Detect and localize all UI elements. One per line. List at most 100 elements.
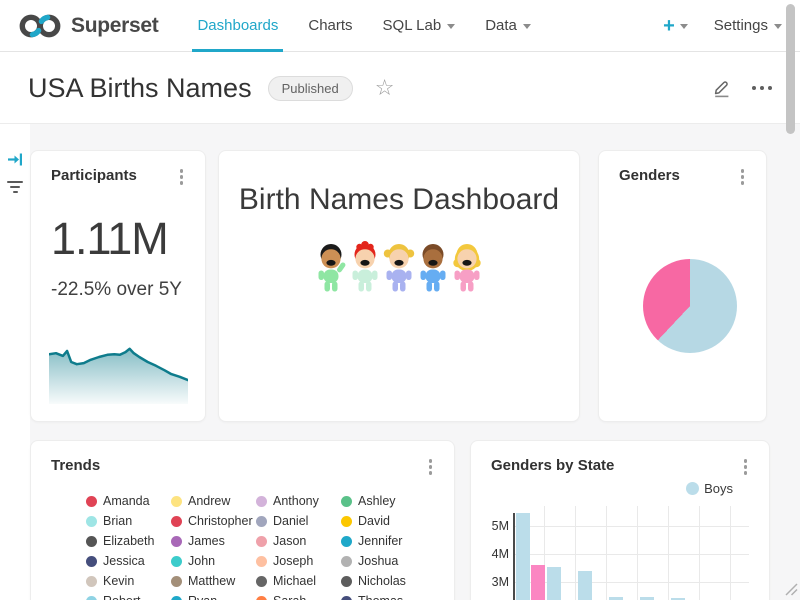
new-button[interactable]: + xyxy=(663,16,688,36)
legend-label: Brian xyxy=(103,514,133,528)
nav-item-charts[interactable]: Charts xyxy=(293,0,367,52)
legend-dot xyxy=(256,555,267,567)
nav-item-dashboards[interactable]: Dashboards xyxy=(182,0,293,52)
bar-boys-2 xyxy=(578,571,592,600)
nav-item-label: Data xyxy=(485,17,517,34)
legend-dot xyxy=(171,515,182,527)
gridline xyxy=(606,506,607,600)
legend-item-nicholas[interactable]: Nicholas xyxy=(341,571,426,591)
legend-item-andrew[interactable]: Andrew xyxy=(171,491,256,511)
legend-label: Michael xyxy=(273,574,317,588)
expand-filters-icon[interactable] xyxy=(7,152,23,172)
kebab-menu-icon[interactable] xyxy=(178,167,186,187)
legend-item-james[interactable]: James xyxy=(171,531,256,551)
legend-item-joshua[interactable]: Joshua xyxy=(341,551,426,571)
infinity-logo-icon xyxy=(19,14,61,37)
legend-item-robert[interactable]: Robert xyxy=(86,591,171,600)
legend-label: Joseph xyxy=(273,554,314,568)
gridline xyxy=(637,506,638,600)
bar-boys-0 xyxy=(516,513,530,600)
legend-item-jennifer[interactable]: Jennifer xyxy=(341,531,426,551)
legend-label: Robert xyxy=(103,594,141,600)
legend-dot xyxy=(256,535,267,547)
y-axis-line xyxy=(513,513,515,600)
resize-handle-icon[interactable] xyxy=(782,580,798,600)
legend-item-kevin[interactable]: Kevin xyxy=(86,571,171,591)
superset-logo[interactable]: Superset xyxy=(18,12,159,40)
legend-item-daniel[interactable]: Daniel xyxy=(256,511,341,531)
y-tick-label: 3M xyxy=(491,575,509,589)
card-genders-by-state: Genders by State Boys 5M 4M 3M xyxy=(470,440,770,600)
favorite-star-icon[interactable]: ☆ xyxy=(374,75,395,100)
gridline xyxy=(544,506,545,600)
legend-item-ashley[interactable]: Ashley xyxy=(341,491,426,511)
card-markdown: Birth Names Dashboard xyxy=(218,150,580,422)
legend-dot xyxy=(256,495,267,507)
legend-dot xyxy=(171,575,182,587)
participants-sparkline xyxy=(47,346,190,406)
gridline xyxy=(513,554,749,555)
legend-item-thomas[interactable]: Thomas xyxy=(341,591,426,600)
legend-item-sarah[interactable]: Sarah xyxy=(256,591,341,600)
legend-item-amanda[interactable]: Amanda xyxy=(86,491,171,511)
y-tick-label: 4M xyxy=(491,547,509,561)
legend-dot xyxy=(171,595,182,600)
status-badge[interactable]: Published xyxy=(267,75,353,101)
nav-item-data[interactable]: Data xyxy=(470,0,546,52)
legend-dot xyxy=(86,495,97,507)
legend-item-matthew[interactable]: Matthew xyxy=(171,571,256,591)
legend-item-michael[interactable]: Michael xyxy=(256,571,341,591)
legend-label: Jessica xyxy=(103,554,145,568)
card-genders: Genders xyxy=(598,150,767,422)
kebab-menu-icon[interactable] xyxy=(742,457,750,477)
big-number-subheader: -22.5% over 5Y xyxy=(51,279,182,300)
legend-dot xyxy=(341,495,352,507)
legend-item-elizabeth[interactable]: Elizabeth xyxy=(86,531,171,551)
gridline xyxy=(575,506,576,600)
edit-pencil-icon[interactable] xyxy=(712,78,732,98)
dashboard-header: USA Births Names Published ☆ xyxy=(0,53,800,124)
card-title: Genders by State xyxy=(491,457,615,474)
filter-panel-collapsed xyxy=(0,124,30,600)
legend-dot xyxy=(341,555,352,567)
legend-label: Joshua xyxy=(358,554,399,568)
kebab-menu-icon[interactable] xyxy=(427,457,435,477)
gridline xyxy=(730,506,731,600)
legend-item-jason[interactable]: Jason xyxy=(256,531,341,551)
card-title: Genders xyxy=(619,167,680,184)
y-tick-label: 5M xyxy=(491,519,509,533)
legend-item-john[interactable]: John xyxy=(171,551,256,571)
nav-item-sql-lab[interactable]: SQL Lab xyxy=(368,0,471,52)
card-trends: Trends Amanda Andrew Anthony Ashley Brian Chr… xyxy=(30,440,455,600)
legend-dot xyxy=(171,535,182,547)
legend-label: Anthony xyxy=(273,494,319,508)
legend-item-david[interactable]: David xyxy=(341,511,426,531)
legend-dot xyxy=(86,595,97,600)
kids-illustration xyxy=(313,241,485,298)
caret-down-icon xyxy=(522,24,531,29)
markdown-heading: Birth Names Dashboard xyxy=(238,183,560,216)
legend-item-christopher[interactable]: Christopher xyxy=(171,511,256,531)
legend-label: Ryan xyxy=(188,594,217,600)
legend-item-anthony[interactable]: Anthony xyxy=(256,491,341,511)
kebab-menu-icon[interactable] xyxy=(739,167,747,187)
more-menu-button[interactable] xyxy=(752,86,772,90)
plus-icon: + xyxy=(663,14,675,37)
card-title: Participants xyxy=(51,167,137,184)
legend-label: John xyxy=(188,554,216,568)
legend-label: Nicholas xyxy=(358,574,406,588)
legend-dot xyxy=(341,515,352,527)
legend-dot xyxy=(171,555,182,567)
legend-item-ryan[interactable]: Ryan xyxy=(171,591,256,600)
legend-item-boys[interactable]: Boys xyxy=(686,481,733,496)
legend-item-jessica[interactable]: Jessica xyxy=(86,551,171,571)
scrollbar-thumb[interactable] xyxy=(786,4,795,134)
nav-item-label: SQL Lab xyxy=(382,17,442,34)
filter-icon[interactable] xyxy=(7,181,23,193)
trends-legend: Amanda Andrew Anthony Ashley Brian Christophe… xyxy=(86,491,426,600)
legend-item-brian[interactable]: Brian xyxy=(86,511,171,531)
legend-item-joseph[interactable]: Joseph xyxy=(256,551,341,571)
gridline xyxy=(513,526,749,527)
settings-menu[interactable]: Settings xyxy=(714,17,782,34)
navbar-right: + Settings xyxy=(663,16,782,36)
